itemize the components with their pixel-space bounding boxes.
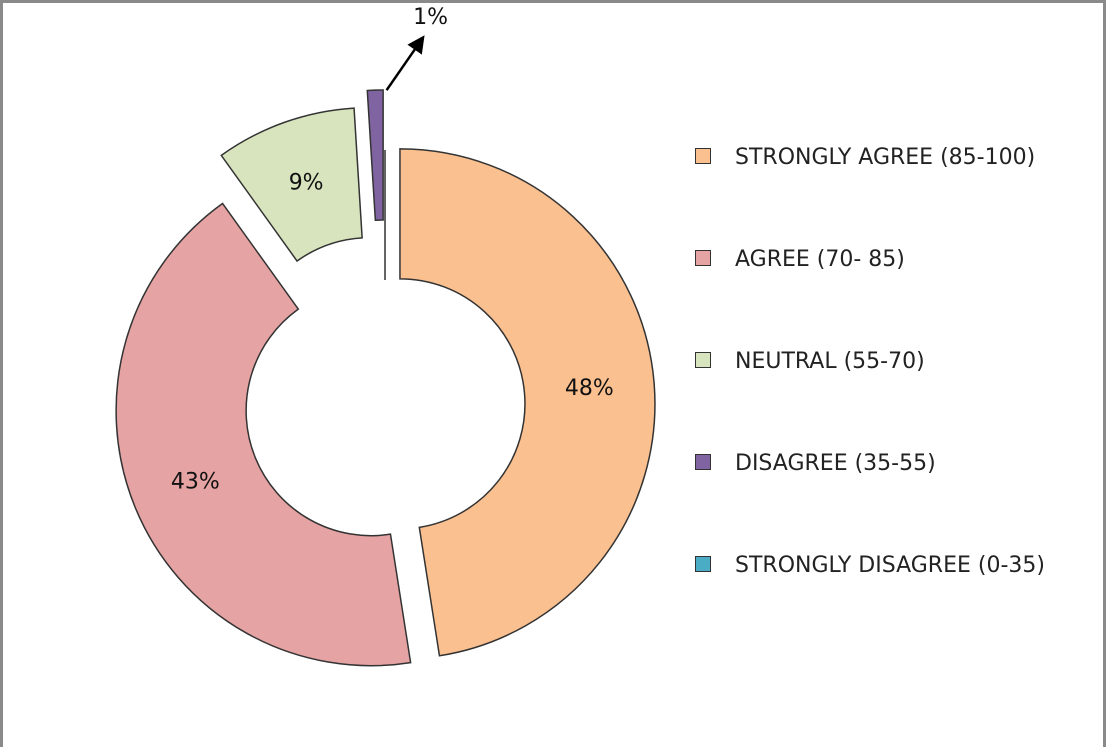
value-label: 48%	[565, 376, 614, 401]
legend-swatch	[695, 454, 711, 470]
label-arrow	[385, 35, 425, 91]
legend-entry: STRONGLY DISAGREE (0-35)	[695, 546, 1090, 586]
value-label: 43%	[171, 470, 220, 495]
legend-entry: AGREE (70- 85)	[695, 240, 1090, 280]
legend-swatch	[695, 352, 711, 368]
legend-label: NEUTRAL (55-70)	[735, 349, 925, 374]
legend-entry: NEUTRAL (55-70)	[695, 342, 1090, 382]
donut-slice	[220, 107, 363, 263]
donut-slice	[366, 89, 384, 222]
legend-label: DISAGREE (35-55)	[735, 451, 936, 476]
donut-slice	[399, 148, 656, 657]
legend-swatch	[695, 250, 711, 266]
legend-label: STRONGLY AGREE (85-100)	[735, 145, 1036, 170]
legend-swatch	[695, 556, 711, 572]
legend-swatch	[695, 148, 711, 164]
legend-entry: DISAGREE (35-55)	[695, 444, 1090, 484]
value-label: 9%	[289, 171, 324, 196]
donut-slice	[115, 202, 412, 667]
value-label: 1%	[413, 5, 448, 30]
legend-label: STRONGLY DISAGREE (0-35)	[735, 553, 1045, 578]
legend-label: AGREE (70- 85)	[735, 247, 905, 272]
legend-entry: STRONGLY AGREE (85-100)	[695, 138, 1090, 178]
